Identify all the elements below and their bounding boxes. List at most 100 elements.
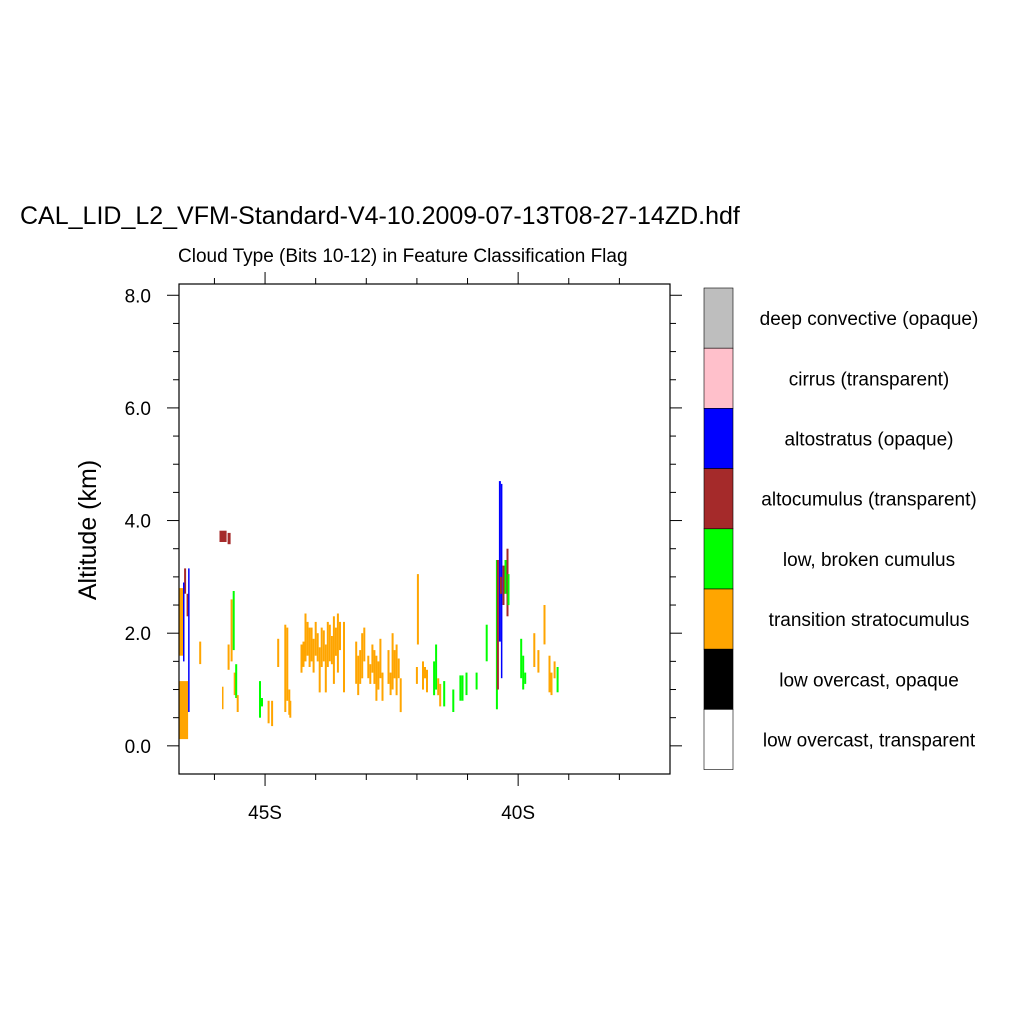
- cloud-feature-transition-sc: [236, 695, 239, 712]
- y-tick-label: 0.0: [125, 737, 151, 758]
- cloud-feature-transition-sc: [363, 627, 366, 662]
- y-tick-label: 2.0: [125, 624, 151, 645]
- cloud-feature-transition-sc: [304, 613, 307, 662]
- cloud-feature-transition-sc: [230, 599, 233, 662]
- cloud-feature-altostratus: [498, 481, 501, 642]
- y-tick-label: 4.0: [125, 512, 151, 533]
- cloud-feature-broken-cumulus: [556, 667, 559, 693]
- legend-label: altostratus (opaque): [785, 430, 954, 451]
- cloud-feature-broken-cumulus: [507, 574, 510, 606]
- cloud-feature-transition-sc: [439, 683, 442, 707]
- cloud-feature-altocumulus: [184, 568, 187, 594]
- cloud-feature-transition-sc: [553, 661, 556, 679]
- legend-swatch-altostratus: [703, 408, 734, 469]
- chart-title: CAL_LID_L2_VFM-Standard-V4-10.2009-07-13…: [20, 202, 740, 230]
- cloud-feature-broken-cumulus: [435, 644, 438, 690]
- cloud-feature-transition-sc: [533, 633, 536, 667]
- cloud-feature-transition-sc: [267, 700, 270, 724]
- cloud-feature-transition-sc: [387, 650, 390, 684]
- cloud-feature-transition-sc: [286, 627, 289, 701]
- cloud-feature-transition-sc: [222, 686, 224, 710]
- cloud-feature-transition-sc: [324, 644, 327, 693]
- cloud-feature-transition-sc: [424, 667, 426, 679]
- cloud-feature-altocumulus: [186, 593, 190, 617]
- cloud-feature-transition-sc: [233, 672, 236, 696]
- cloud-feature-broken-cumulus: [522, 655, 525, 690]
- cloud-features: [179, 481, 559, 740]
- legend-swatch-broken-cumulus: [703, 528, 734, 590]
- cloud-feature-broken-cumulus: [524, 672, 527, 684]
- legend-label: deep convective (opaque): [760, 309, 979, 330]
- legend-swatch-overcast-opaque: [703, 648, 734, 710]
- legend-swatch-transition-sc: [703, 588, 734, 650]
- cloud-feature-transition-sc: [332, 616, 335, 684]
- cloud-feature-transition-sc: [422, 661, 424, 690]
- legend-swatch-altocumulus: [703, 468, 734, 530]
- cloud-feature-transition-sc: [316, 633, 319, 662]
- cloud-feature-transition-sc: [314, 621, 317, 656]
- cloud-feature-transition-sc: [312, 638, 315, 673]
- cloud-feature-transition-sc: [416, 574, 419, 645]
- cloud-feature-transition-sc: [550, 672, 553, 696]
- cloud-feature-transition-sc: [379, 638, 382, 679]
- y-axis: 0.0 2.0 4.0 6.0 8.0: [125, 286, 682, 758]
- x-tick-label: 45S: [248, 803, 282, 824]
- cloud-feature-transition-sc: [361, 633, 364, 679]
- cloud-feature-transition-sc: [277, 638, 280, 667]
- cloud-feature-transition-sc: [306, 621, 309, 656]
- cloud-feature-transition-sc: [391, 633, 394, 690]
- cloud-feature-broken-cumulus: [235, 664, 238, 698]
- cloud-feature-transition-sc: [393, 650, 396, 679]
- cloud-feature-broken-cumulus: [504, 560, 507, 594]
- cloud-feature-broken-cumulus: [465, 672, 468, 696]
- cloud-feature-transition-sc: [357, 655, 360, 696]
- y-tick-label: 6.0: [125, 399, 151, 420]
- cloud-feature-transition-sc: [395, 644, 398, 696]
- cloud-feature-transition-sc: [199, 641, 202, 665]
- legend-label: altocumulus (transparent): [761, 490, 976, 511]
- cloud-feature-transition-sc: [339, 621, 341, 651]
- chart-subtitle: Cloud Type (Bits 10-12) in Feature Class…: [178, 246, 628, 267]
- color-legend: deep convective (opaque) cirrus (transpar…: [703, 287, 979, 770]
- cloud-feature-broken-cumulus: [433, 661, 436, 696]
- cloud-feature-transition-sc: [179, 588, 185, 656]
- cloud-feature-transition-sc: [343, 621, 345, 693]
- cloud-feature-transition-sc: [371, 644, 374, 673]
- cloud-feature-transition-sc: [310, 627, 313, 662]
- cloud-feature-transition-sc: [537, 650, 540, 673]
- cloud-feature-transition-sc: [271, 700, 274, 727]
- legend-label: low overcast, transparent: [763, 731, 976, 752]
- legend-swatch-deep-convective: [703, 287, 734, 349]
- cloud-feature-transition-sc: [179, 681, 189, 740]
- cloud-feature-transition-sc: [320, 627, 323, 667]
- cloud-feature-transition-sc: [302, 641, 305, 667]
- cloud-feature-transition-sc: [289, 700, 292, 718]
- cloud-feature-transition-sc: [426, 669, 428, 693]
- cloud-feature-altocumulus: [219, 530, 227, 542]
- cloud-feature-broken-cumulus: [520, 638, 523, 679]
- plot-frame: [178, 283, 671, 775]
- cloud-feature-transition-sc: [308, 627, 311, 667]
- cloud-feature-transition-sc: [415, 667, 418, 684]
- legend-label: low, broken cumulus: [783, 550, 955, 571]
- cloud-feature-transition-sc: [369, 664, 372, 684]
- legend-label: transition stratocumulus: [769, 610, 970, 631]
- cloud-feature-altocumulus: [499, 576, 502, 594]
- cloud-feature-broken-cumulus: [452, 689, 455, 712]
- legend-label: low overcast, opaque: [779, 670, 959, 691]
- cloud-feature-altostratus: [183, 582, 185, 662]
- cloud-feature-altostratus: [188, 568, 190, 712]
- cloud-feature-broken-cumulus: [485, 624, 488, 662]
- y-axis-label: Altitude (km): [74, 460, 102, 600]
- cloud-feature-broken-cumulus: [461, 675, 464, 701]
- legend-swatch-overcast-transparent: [703, 709, 734, 770]
- cloud-feature-altocumulus: [502, 565, 505, 605]
- cloud-feature-transition-sc: [367, 655, 370, 679]
- legend-swatch-cirrus: [703, 347, 734, 409]
- y-tick-label: 8.0: [125, 286, 151, 307]
- cloud-feature-altocumulus: [227, 532, 231, 545]
- cloud-feature-transition-sc: [381, 672, 384, 701]
- cloud-feature-transition-sc: [300, 644, 303, 673]
- cloud-feature-transition-sc: [399, 678, 402, 713]
